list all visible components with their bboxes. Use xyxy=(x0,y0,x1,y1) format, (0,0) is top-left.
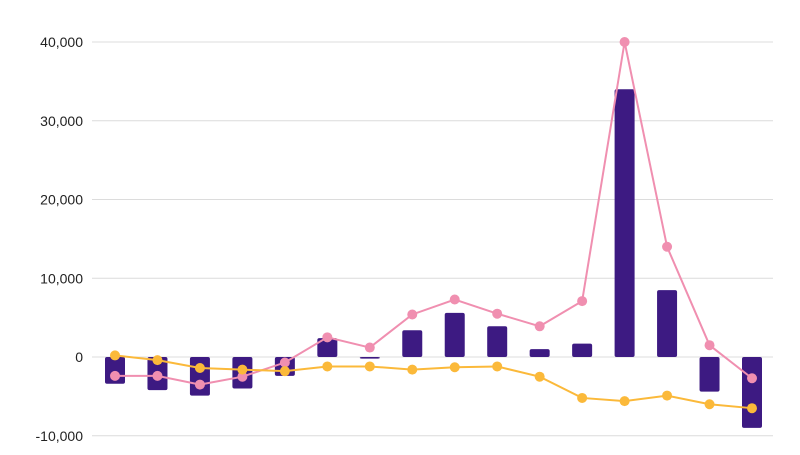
data-point xyxy=(407,364,418,375)
data-point xyxy=(449,362,460,373)
bar xyxy=(487,326,508,357)
data-point xyxy=(194,379,205,390)
bar xyxy=(657,290,678,357)
data-point xyxy=(237,364,248,375)
data-point xyxy=(704,399,715,410)
bar xyxy=(402,330,423,357)
bar xyxy=(572,343,593,357)
data-point xyxy=(492,361,503,372)
line-series xyxy=(110,37,757,414)
data-point xyxy=(364,361,375,372)
data-point xyxy=(110,370,120,381)
data-point xyxy=(279,366,290,377)
data-point xyxy=(407,309,418,320)
data-point xyxy=(577,392,588,403)
y-tick-label: 30,000 xyxy=(40,113,83,129)
y-tick-label: 20,000 xyxy=(40,192,83,208)
bar-series xyxy=(105,89,762,428)
data-point xyxy=(534,371,545,382)
y-tick-label: -10,000 xyxy=(36,428,84,444)
data-point xyxy=(237,371,248,382)
data-point xyxy=(322,361,333,372)
data-point xyxy=(279,357,290,368)
data-point xyxy=(577,296,588,307)
data-point xyxy=(747,373,757,384)
data-point xyxy=(364,342,375,353)
series-line xyxy=(115,41,753,386)
bar xyxy=(317,338,338,357)
bar xyxy=(742,357,762,428)
data-point xyxy=(662,241,673,252)
data-point xyxy=(152,370,163,381)
data-point xyxy=(619,37,630,47)
series-line xyxy=(114,354,753,410)
bar xyxy=(529,349,550,357)
y-tick-label: 40,000 xyxy=(40,34,83,50)
data-point xyxy=(194,363,205,374)
y-axis: -10,000 0 10,000 20,000 30,000 40,000 xyxy=(36,34,84,444)
data-point xyxy=(152,355,163,366)
data-point xyxy=(492,308,503,319)
data-point xyxy=(662,390,673,401)
data-point xyxy=(449,294,460,305)
data-point xyxy=(747,403,757,414)
bar xyxy=(359,357,380,359)
bar xyxy=(444,312,465,357)
data-point xyxy=(619,396,630,407)
bar xyxy=(189,357,210,396)
data-point xyxy=(534,321,545,332)
bar xyxy=(614,89,635,357)
data-point xyxy=(110,350,120,361)
y-tick-label: 0 xyxy=(75,349,83,365)
data-point xyxy=(704,340,715,351)
bar xyxy=(699,357,720,392)
bar xyxy=(105,357,125,384)
y-tick-label: 10,000 xyxy=(40,270,83,286)
data-point xyxy=(322,332,333,343)
